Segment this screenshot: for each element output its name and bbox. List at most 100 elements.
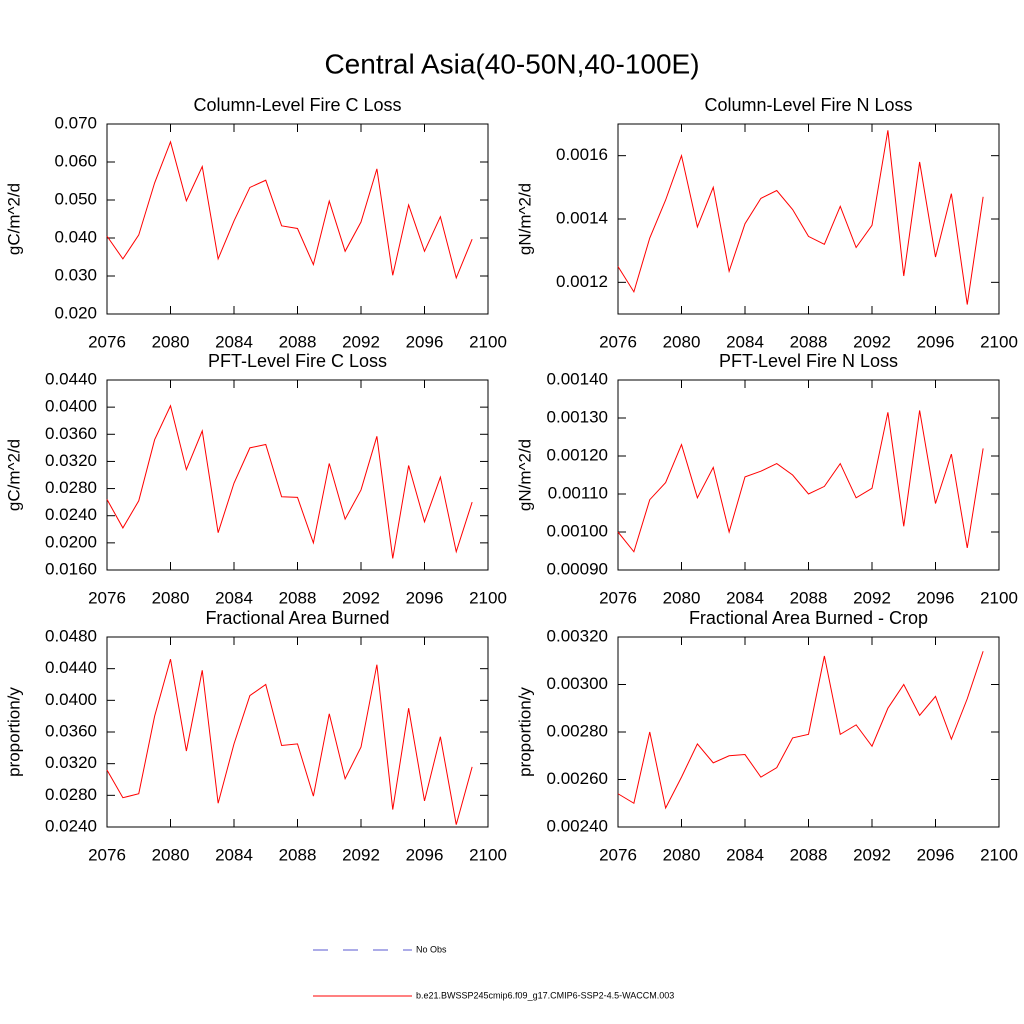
y-axis-label: gC/m^2/d — [4, 439, 23, 511]
x-tick-label: 2096 — [917, 588, 955, 607]
data-line — [617, 410, 984, 553]
y-tick-label: 0.00090 — [547, 559, 608, 578]
panel-title: PFT-Level Fire C Loss — [208, 351, 387, 371]
y-tick-label: 0.060 — [54, 151, 97, 170]
x-tick-label: 2100 — [469, 588, 507, 607]
x-tick-label: 2080 — [152, 332, 190, 351]
x-tick-label: 2076 — [599, 332, 637, 351]
y-tick-label: 0.0480 — [45, 626, 97, 645]
x-tick-label: 2076 — [88, 588, 126, 607]
y-tick-label: 0.0240 — [45, 816, 97, 835]
y-tick-label: 0.0200 — [45, 532, 97, 551]
data-line — [106, 140, 473, 280]
y-axis-label: proportion/y — [4, 687, 23, 777]
x-tick-label: 2100 — [469, 332, 507, 351]
x-tick-label: 2080 — [663, 845, 701, 864]
x-tick-label: 2092 — [342, 845, 380, 864]
y-tick-label: 0.00260 — [547, 769, 608, 788]
y-axis-label: gC/m^2/d — [4, 183, 23, 255]
y-tick-label: 0.00100 — [547, 521, 608, 540]
x-tick-label: 2096 — [406, 845, 444, 864]
data-line — [617, 651, 984, 810]
x-tick-label: 2080 — [663, 332, 701, 351]
y-tick-label: 0.00140 — [547, 369, 608, 388]
y-tick-label: 0.0360 — [45, 721, 97, 740]
x-tick-label: 2080 — [152, 845, 190, 864]
x-tick-label: 2084 — [215, 332, 253, 351]
plot-frame — [617, 123, 1000, 315]
y-tick-label: 0.0280 — [45, 478, 97, 497]
plot-frame — [106, 123, 489, 315]
y-tick-label: 0.00120 — [547, 445, 608, 464]
x-tick-label: 2080 — [152, 588, 190, 607]
x-tick-label: 2100 — [469, 845, 507, 864]
y-tick-label: 0.0440 — [45, 369, 97, 388]
panel-title: Column-Level Fire C Loss — [193, 95, 401, 115]
x-tick-label: 2088 — [790, 332, 828, 351]
y-tick-label: 0.0160 — [45, 559, 97, 578]
legend-label: b.e21.BWSSP245cmip6.f09_g17.CMIP6-SSP2-4… — [416, 990, 674, 1000]
figure-title: Central Asia(40-50N,40-100E) — [324, 48, 699, 79]
panel-title: Fractional Area Burned — [205, 608, 389, 628]
y-tick-label: 0.0240 — [45, 505, 97, 524]
x-tick-label: 2096 — [406, 588, 444, 607]
y-tick-label: 0.00240 — [547, 816, 608, 835]
plot-frame — [617, 379, 1000, 571]
x-tick-label: 2076 — [599, 845, 637, 864]
y-tick-label: 0.040 — [54, 227, 97, 246]
y-axis-label: gN/m^2/d — [515, 439, 534, 511]
data-line — [617, 130, 984, 305]
legend-label: No Obs — [416, 944, 447, 954]
y-axis-label: proportion/y — [515, 687, 534, 777]
x-tick-label: 2088 — [279, 588, 317, 607]
y-tick-label: 0.050 — [54, 189, 97, 208]
y-tick-label: 0.0012 — [556, 272, 608, 291]
y-tick-label: 0.0400 — [45, 690, 97, 709]
x-tick-label: 2084 — [726, 588, 764, 607]
y-tick-label: 0.030 — [54, 265, 97, 284]
x-tick-label: 2088 — [790, 588, 828, 607]
y-tick-label: 0.00300 — [547, 674, 608, 693]
x-tick-label: 2092 — [342, 332, 380, 351]
plot-frame — [106, 379, 489, 571]
x-tick-label: 2084 — [726, 845, 764, 864]
x-tick-label: 2092 — [342, 588, 380, 607]
x-tick-label: 2088 — [279, 845, 317, 864]
x-tick-label: 2096 — [917, 845, 955, 864]
y-tick-label: 0.0320 — [45, 451, 97, 470]
x-tick-label: 2088 — [279, 332, 317, 351]
panel-title: Column-Level Fire N Loss — [704, 95, 912, 115]
plot-frame — [617, 636, 1000, 828]
y-tick-label: 0.0360 — [45, 424, 97, 443]
y-tick-label: 0.0280 — [45, 785, 97, 804]
data-line — [106, 404, 473, 559]
panel-title: Fractional Area Burned - Crop — [689, 608, 928, 628]
x-tick-label: 2100 — [980, 845, 1018, 864]
y-tick-label: 0.00130 — [547, 407, 608, 426]
y-tick-label: 0.0320 — [45, 753, 97, 772]
x-tick-label: 2092 — [853, 588, 891, 607]
x-tick-label: 2076 — [88, 845, 126, 864]
panel-title: PFT-Level Fire N Loss — [719, 351, 898, 371]
y-tick-label: 0.00280 — [547, 721, 608, 740]
x-tick-label: 2076 — [88, 332, 126, 351]
y-tick-label: 0.0400 — [45, 397, 97, 416]
y-tick-label: 0.020 — [54, 303, 97, 322]
x-tick-label: 2100 — [980, 332, 1018, 351]
x-tick-label: 2084 — [215, 845, 253, 864]
x-tick-label: 2084 — [215, 588, 253, 607]
x-tick-label: 2096 — [917, 332, 955, 351]
y-tick-label: 0.00110 — [548, 483, 608, 502]
y-tick-label: 0.00320 — [547, 626, 608, 645]
y-tick-label: 0.0016 — [556, 145, 608, 164]
x-tick-label: 2092 — [853, 332, 891, 351]
x-tick-label: 2088 — [790, 845, 828, 864]
x-tick-label: 2084 — [726, 332, 764, 351]
y-tick-label: 0.0014 — [556, 208, 608, 227]
y-tick-label: 0.0440 — [45, 658, 97, 677]
x-tick-label: 2080 — [663, 588, 701, 607]
plot-frame — [106, 636, 489, 828]
x-tick-label: 2100 — [980, 588, 1018, 607]
